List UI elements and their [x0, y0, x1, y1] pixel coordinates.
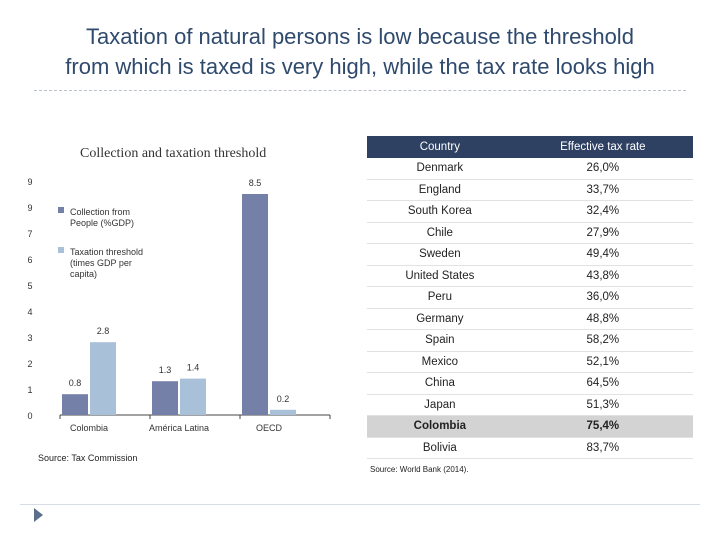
table-row: South Korea 32,4% — [367, 200, 693, 223]
cell-tax-rate: 26,0% — [512, 158, 693, 180]
cell-tax-rate: 33,7% — [512, 179, 693, 201]
legend-swatch — [58, 207, 64, 213]
table-source: Source: World Bank (2014). — [370, 465, 469, 474]
cell-country: Germany — [367, 308, 513, 330]
table-row: Chile 27,9% — [367, 222, 693, 244]
cell-country: Sweden — [367, 243, 513, 266]
table-row: China 64,5% — [367, 372, 693, 395]
bar — [242, 194, 268, 415]
table-row: Peru 36,0% — [367, 286, 693, 309]
cell-tax-rate: 48,8% — [512, 308, 693, 330]
table-row: United States 43,8% — [367, 265, 693, 287]
legend-swatch — [58, 247, 64, 253]
bar — [90, 342, 116, 415]
cell-tax-rate: 83,7% — [512, 437, 693, 459]
cell-tax-rate: 51,3% — [512, 394, 693, 416]
data-label: 8.5 — [249, 178, 262, 188]
table-row: Germany 48,8% — [367, 308, 693, 330]
cell-tax-rate: 49,4% — [512, 243, 693, 266]
slide-title: Taxation of natural persons is low becau… — [0, 22, 720, 82]
cell-tax-rate: 27,9% — [512, 222, 693, 244]
table-row: Mexico 52,1% — [367, 351, 693, 373]
y-tick-label: 4 — [27, 307, 32, 317]
cell-country: Japan — [367, 394, 513, 416]
table-header-row: Country Effective tax rate — [367, 136, 693, 158]
table-row: England 33,7% — [367, 179, 693, 201]
cell-tax-rate: 58,2% — [512, 329, 693, 352]
slide-title-line2: from which is taxed is very high, while … — [65, 54, 655, 79]
cell-country: Peru — [367, 286, 513, 309]
cell-country: Bolivia — [367, 437, 513, 459]
header-tax-rate: Effective tax rate — [512, 136, 693, 158]
data-label: 1.4 — [187, 363, 200, 373]
legend-label: Taxation threshold (times GDP per capita) — [70, 247, 143, 279]
cell-country: South Korea — [367, 200, 513, 223]
data-label: 2.8 — [97, 326, 110, 336]
y-tick-label: 9 — [27, 177, 32, 187]
data-label: 0.2 — [277, 394, 290, 404]
cell-country: United States — [367, 265, 513, 287]
cell-country: Chile — [367, 222, 513, 244]
bar — [180, 378, 206, 415]
footer-arrow-icon — [34, 508, 43, 522]
cell-country: Denmark — [367, 158, 513, 180]
x-category-label: América Latina — [149, 423, 209, 433]
table-row: Bolivia 83,7% — [367, 437, 693, 459]
cell-tax-rate: 75,4% — [512, 415, 693, 438]
x-category-label: OECD — [256, 423, 283, 433]
bar — [152, 381, 178, 415]
table-row: Denmark 26,0% — [367, 158, 693, 180]
cell-tax-rate: 52,1% — [512, 351, 693, 373]
y-tick-label: 6 — [27, 255, 32, 265]
bar — [62, 394, 88, 415]
chart-title: Collection and taxation threshold — [80, 146, 267, 161]
bar-chart: 0 1 2 3 4 5 6 7 9 9 0.8 2.8 Colombia 1.3 1.4 América La… — [27, 177, 331, 433]
footer-divider — [20, 504, 700, 505]
title-divider — [34, 90, 686, 91]
table-row: Sweden 49,4% — [367, 243, 693, 266]
x-category-label: Colombia — [70, 423, 108, 433]
header-country: Country — [367, 136, 513, 158]
y-tick-label: 0 — [27, 411, 32, 421]
table-row: Japan 51,3% — [367, 394, 693, 416]
cell-tax-rate: 36,0% — [512, 286, 693, 309]
cell-tax-rate: 32,4% — [512, 200, 693, 223]
cell-tax-rate: 64,5% — [512, 372, 693, 395]
cell-tax-rate: 43,8% — [512, 265, 693, 287]
table-row: Spain 58,2% — [367, 329, 693, 352]
cell-country: England — [367, 179, 513, 201]
slide-title-line1: Taxation of natural persons is low becau… — [86, 24, 634, 49]
y-tick-label: 1 — [27, 385, 32, 395]
data-label: 1.3 — [159, 365, 172, 375]
legend-label: Collection from People (%GDP) — [70, 207, 134, 228]
tax-rate-table: Country Effective tax rate Denmark 26,0% E… — [367, 136, 693, 459]
y-tick-label: 2 — [27, 359, 32, 369]
chart-source: Source: Tax Commission — [38, 453, 138, 463]
cell-country: Mexico — [367, 351, 513, 373]
table-row: Colombia 75,4% — [367, 415, 693, 438]
y-tick-label: 9 — [27, 203, 32, 213]
cell-country: China — [367, 372, 513, 395]
data-label: 0.8 — [69, 378, 82, 388]
y-tick-label: 7 — [27, 229, 32, 239]
bar — [270, 409, 296, 415]
cell-country: Spain — [367, 329, 513, 352]
y-tick-label: 5 — [27, 281, 32, 291]
cell-country: Colombia — [367, 415, 513, 438]
y-tick-label: 3 — [27, 333, 32, 343]
